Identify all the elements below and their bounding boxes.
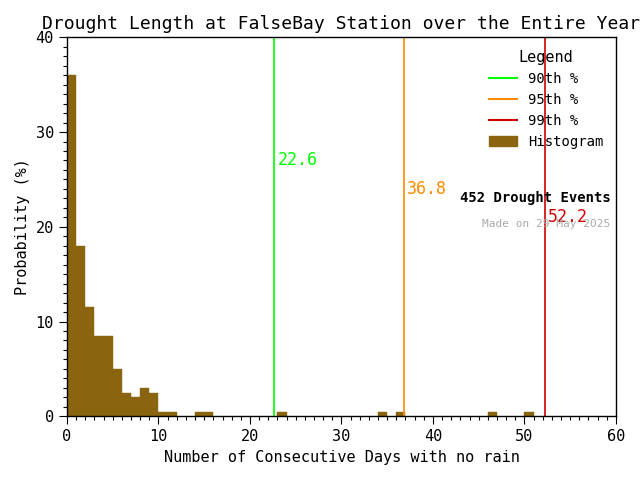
Bar [195,411,204,416]
Bar [149,393,159,416]
Bar [204,411,213,416]
X-axis label: Number of Consecutive Days with no rain: Number of Consecutive Days with no rain [163,450,520,465]
Text: 36.8: 36.8 [407,180,447,198]
Text: 52.2: 52.2 [548,208,588,226]
Bar [76,246,85,416]
Bar [131,397,140,416]
Bar [67,75,76,416]
Bar [159,411,168,416]
Title: Drought Length at FalseBay Station over the Entire Year: Drought Length at FalseBay Station over … [42,15,640,33]
Bar [85,307,95,416]
Text: Made on 29 May 2025: Made on 29 May 2025 [482,219,611,229]
Bar [113,369,122,416]
Bar [104,336,113,416]
Text: 452 Drought Events: 452 Drought Events [460,191,611,205]
Bar [95,336,104,416]
Legend: 90th %, 95th %, 99th %, Histogram: 90th %, 95th %, 99th %, Histogram [484,44,609,154]
Text: 22.6: 22.6 [277,152,317,169]
Bar [277,411,287,416]
Bar [168,411,177,416]
Y-axis label: Probability (%): Probability (%) [15,158,30,295]
Bar [396,411,406,416]
Bar [122,393,131,416]
Bar [524,411,534,416]
Bar [378,411,387,416]
Bar [140,388,149,416]
Bar [488,411,497,416]
